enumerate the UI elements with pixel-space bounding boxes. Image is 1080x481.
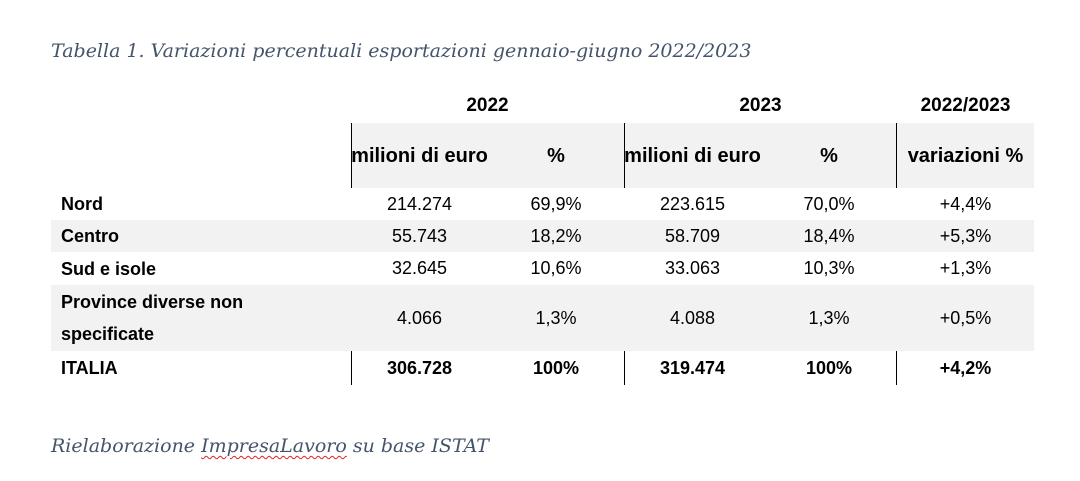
row-label: Centro bbox=[61, 226, 119, 246]
cell-2022-value: 32.645 bbox=[391, 258, 448, 278]
subheader-variation-label: variazioni % bbox=[907, 144, 1024, 167]
subheader-variation: variazioni % bbox=[897, 123, 1034, 188]
cell-2022-value: 214.274 bbox=[386, 193, 453, 214]
subheader-2022-value: milioni di euro bbox=[351, 144, 488, 167]
cell-2022-pct: 1,3% bbox=[535, 307, 577, 328]
table-row-nord: Nord 214.274 69,9% 223.615 70,0% +4,4% bbox=[51, 188, 1034, 220]
cell-2023-value: 319.474 bbox=[659, 357, 726, 378]
table-caption: Tabella 1. Variazioni percentuali esport… bbox=[51, 40, 752, 62]
cell-2022-pct: 69,9% bbox=[530, 193, 582, 214]
cell-2023-value: 58.709 bbox=[664, 225, 721, 246]
subheader-2023: milioni di euro % bbox=[624, 123, 897, 188]
divider bbox=[896, 351, 897, 385]
divider bbox=[351, 123, 352, 188]
table-row-sud-isole: Sud e isole 32.645 10,6% 33.063 10,3% +1… bbox=[51, 252, 1034, 285]
cell-2023-pct: 1,3% bbox=[808, 307, 850, 328]
cell-2023-pct: 18,4% bbox=[803, 225, 855, 246]
row-label: Province diverse non specificate bbox=[61, 292, 244, 344]
cell-2023-pct: 70,0% bbox=[803, 193, 855, 214]
cell-2023-pct: 100% bbox=[805, 357, 853, 378]
header-year-2022: 2022 bbox=[466, 95, 509, 116]
subheader-2023-value: milioni di euro bbox=[624, 144, 761, 167]
cell-2022-value: 306.728 bbox=[386, 357, 453, 378]
table-row-centro: Centro 55.743 18,2% 58.709 18,4% +5,3% bbox=[51, 220, 1034, 252]
cell-variation: +4,4% bbox=[939, 193, 992, 214]
cell-2022-value: 4.066 bbox=[396, 307, 443, 328]
source-prefix: Rielaborazione bbox=[51, 435, 202, 457]
cell-2022-value: 55.743 bbox=[391, 225, 448, 246]
header-year-2023: 2023 bbox=[739, 95, 782, 116]
cell-variation: +4,2% bbox=[939, 357, 992, 378]
source-suffix: su base ISTAT bbox=[346, 435, 489, 457]
table-row-province: Province diverse non specificate 4.066 1… bbox=[51, 285, 1034, 351]
cell-2023-pct: 10,3% bbox=[803, 258, 855, 278]
divider bbox=[351, 351, 352, 385]
cell-2022-pct: 18,2% bbox=[530, 225, 582, 246]
subheader-2022: milioni di euro % bbox=[351, 123, 624, 188]
cell-variation: +0,5% bbox=[939, 307, 992, 328]
cell-variation: +1,3% bbox=[939, 258, 992, 278]
cell-2023-value: 33.063 bbox=[664, 258, 721, 278]
row-label: Nord bbox=[61, 194, 103, 214]
cell-2022-pct: 10,6% bbox=[530, 258, 582, 278]
cell-2022-pct: 100% bbox=[532, 357, 580, 378]
row-label: Sud e isole bbox=[61, 258, 157, 279]
cell-2023-value: 223.615 bbox=[659, 193, 726, 214]
divider bbox=[624, 123, 625, 188]
subheader-2022-pct: % bbox=[547, 144, 565, 167]
subheader-2023-pct: % bbox=[820, 144, 838, 167]
cell-2023-value: 4.088 bbox=[669, 307, 716, 328]
source-name: ImpresaLavoro bbox=[201, 435, 347, 457]
cell-variation: +5,3% bbox=[939, 225, 992, 246]
row-label: ITALIA bbox=[61, 358, 118, 378]
table-row-italia: ITALIA 306.728 100% 319.474 100% +4,2% bbox=[51, 351, 1034, 385]
header-year-variation: 2022/2023 bbox=[920, 95, 1011, 116]
divider bbox=[624, 351, 625, 385]
divider bbox=[896, 123, 897, 188]
source-note: Rielaborazione ImpresaLavoro su base IST… bbox=[51, 435, 489, 457]
